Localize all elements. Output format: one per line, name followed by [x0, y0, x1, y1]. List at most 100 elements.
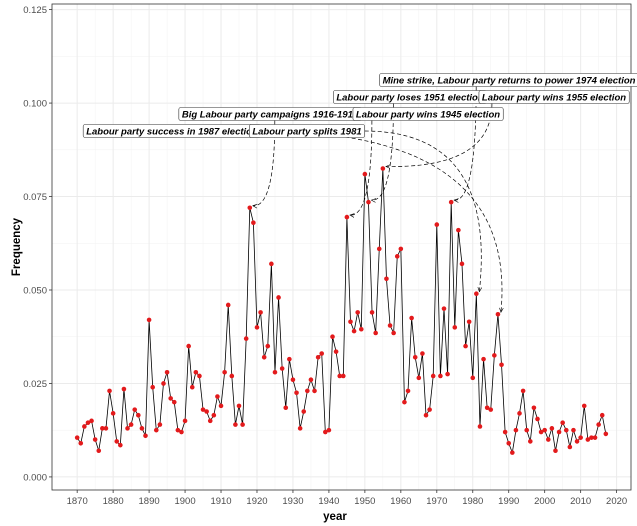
data-point [236, 403, 242, 409]
data-point [373, 330, 378, 336]
annotation-box [379, 73, 637, 87]
data-point [319, 351, 325, 356]
data-point [459, 261, 465, 267]
annotation-arrow [253, 120, 276, 206]
data-point [290, 377, 296, 383]
data-point [96, 448, 102, 454]
data-point [502, 429, 508, 435]
data-point [118, 442, 123, 448]
data-point [484, 405, 490, 411]
data-point [448, 199, 454, 205]
data-point [215, 394, 220, 399]
data-point [161, 381, 166, 386]
data-point [423, 412, 429, 418]
x-tick-label: 1890 [139, 496, 160, 507]
data-point [528, 439, 533, 444]
data-point [125, 426, 130, 431]
data-point [412, 354, 418, 360]
data-point [531, 405, 537, 411]
data-point [157, 422, 163, 427]
data-point [481, 356, 486, 362]
data-point [171, 399, 177, 405]
data-point [287, 356, 292, 362]
data-point [384, 276, 389, 282]
data-point [283, 405, 289, 411]
data-point [323, 429, 328, 435]
data-point [434, 222, 440, 227]
data-point [272, 369, 278, 375]
plot [74, 166, 609, 455]
data-point [376, 246, 382, 252]
data-point [520, 388, 526, 394]
x-tick-label: 1960 [390, 496, 411, 507]
data-point [545, 437, 551, 442]
data-point [416, 375, 422, 381]
data-point [344, 214, 350, 220]
data-point [492, 353, 497, 358]
data-point [488, 407, 494, 412]
data-point [193, 369, 199, 375]
annotation-label: Big Labour party campaigns 1916-1918 [182, 110, 359, 121]
data-point [542, 427, 547, 433]
data-point [204, 409, 209, 414]
data-point [150, 384, 155, 390]
data-point [261, 354, 267, 360]
data-point [233, 422, 238, 427]
annotation: Labour party success in 1987 election [82, 124, 502, 313]
data-point [567, 444, 573, 450]
data-point [301, 409, 307, 414]
data-point [100, 426, 105, 431]
data-point [269, 261, 274, 267]
data-point [563, 427, 569, 433]
data-point [495, 311, 501, 317]
data-point [420, 351, 425, 356]
data-point [312, 388, 317, 394]
x-tick-label: 1940 [318, 496, 339, 507]
data-point [251, 220, 256, 225]
annotation-label: Labour party success in 1987 election [86, 127, 258, 138]
x-axis-title: year [323, 511, 347, 523]
data-point [427, 407, 432, 412]
data-point [305, 388, 310, 394]
annotation-arrow [371, 103, 394, 201]
data-point [571, 427, 576, 433]
data-point [599, 412, 605, 418]
data-point [402, 399, 407, 405]
data-point [139, 426, 145, 431]
data-point [556, 429, 562, 435]
x-tick-label: 1870 [67, 496, 88, 507]
data-point [603, 431, 609, 437]
data-point [279, 366, 285, 371]
y-tick-label: 0.075 [23, 192, 47, 203]
data-point [574, 439, 580, 444]
data-point [85, 420, 91, 426]
data-point [477, 424, 483, 429]
data-point [182, 418, 188, 424]
data-point [366, 199, 371, 205]
data-point [136, 412, 141, 418]
annotation-box [352, 107, 504, 121]
annotation-label: Mine strike, Labour party returns to pow… [383, 76, 636, 87]
data-point [506, 440, 512, 446]
data-point [553, 448, 558, 454]
data-point [405, 388, 411, 394]
annotation-arrow [364, 130, 482, 292]
annotation-label: Labour party splits 1981 [252, 127, 361, 138]
data-point [168, 396, 173, 401]
data-point [200, 407, 206, 412]
data-point [189, 384, 195, 390]
data-point [247, 205, 253, 211]
data-point [589, 435, 594, 440]
data-point [391, 330, 396, 336]
data-point [186, 343, 191, 349]
data-point [445, 371, 450, 377]
data-point [517, 411, 522, 416]
data-point [535, 416, 540, 422]
data-point [175, 427, 181, 433]
data-point [240, 422, 245, 427]
x-tick-label: 1970 [426, 496, 447, 507]
data-point [585, 437, 591, 442]
data-point [333, 349, 339, 354]
data-point [121, 386, 127, 392]
data-point [276, 295, 281, 300]
